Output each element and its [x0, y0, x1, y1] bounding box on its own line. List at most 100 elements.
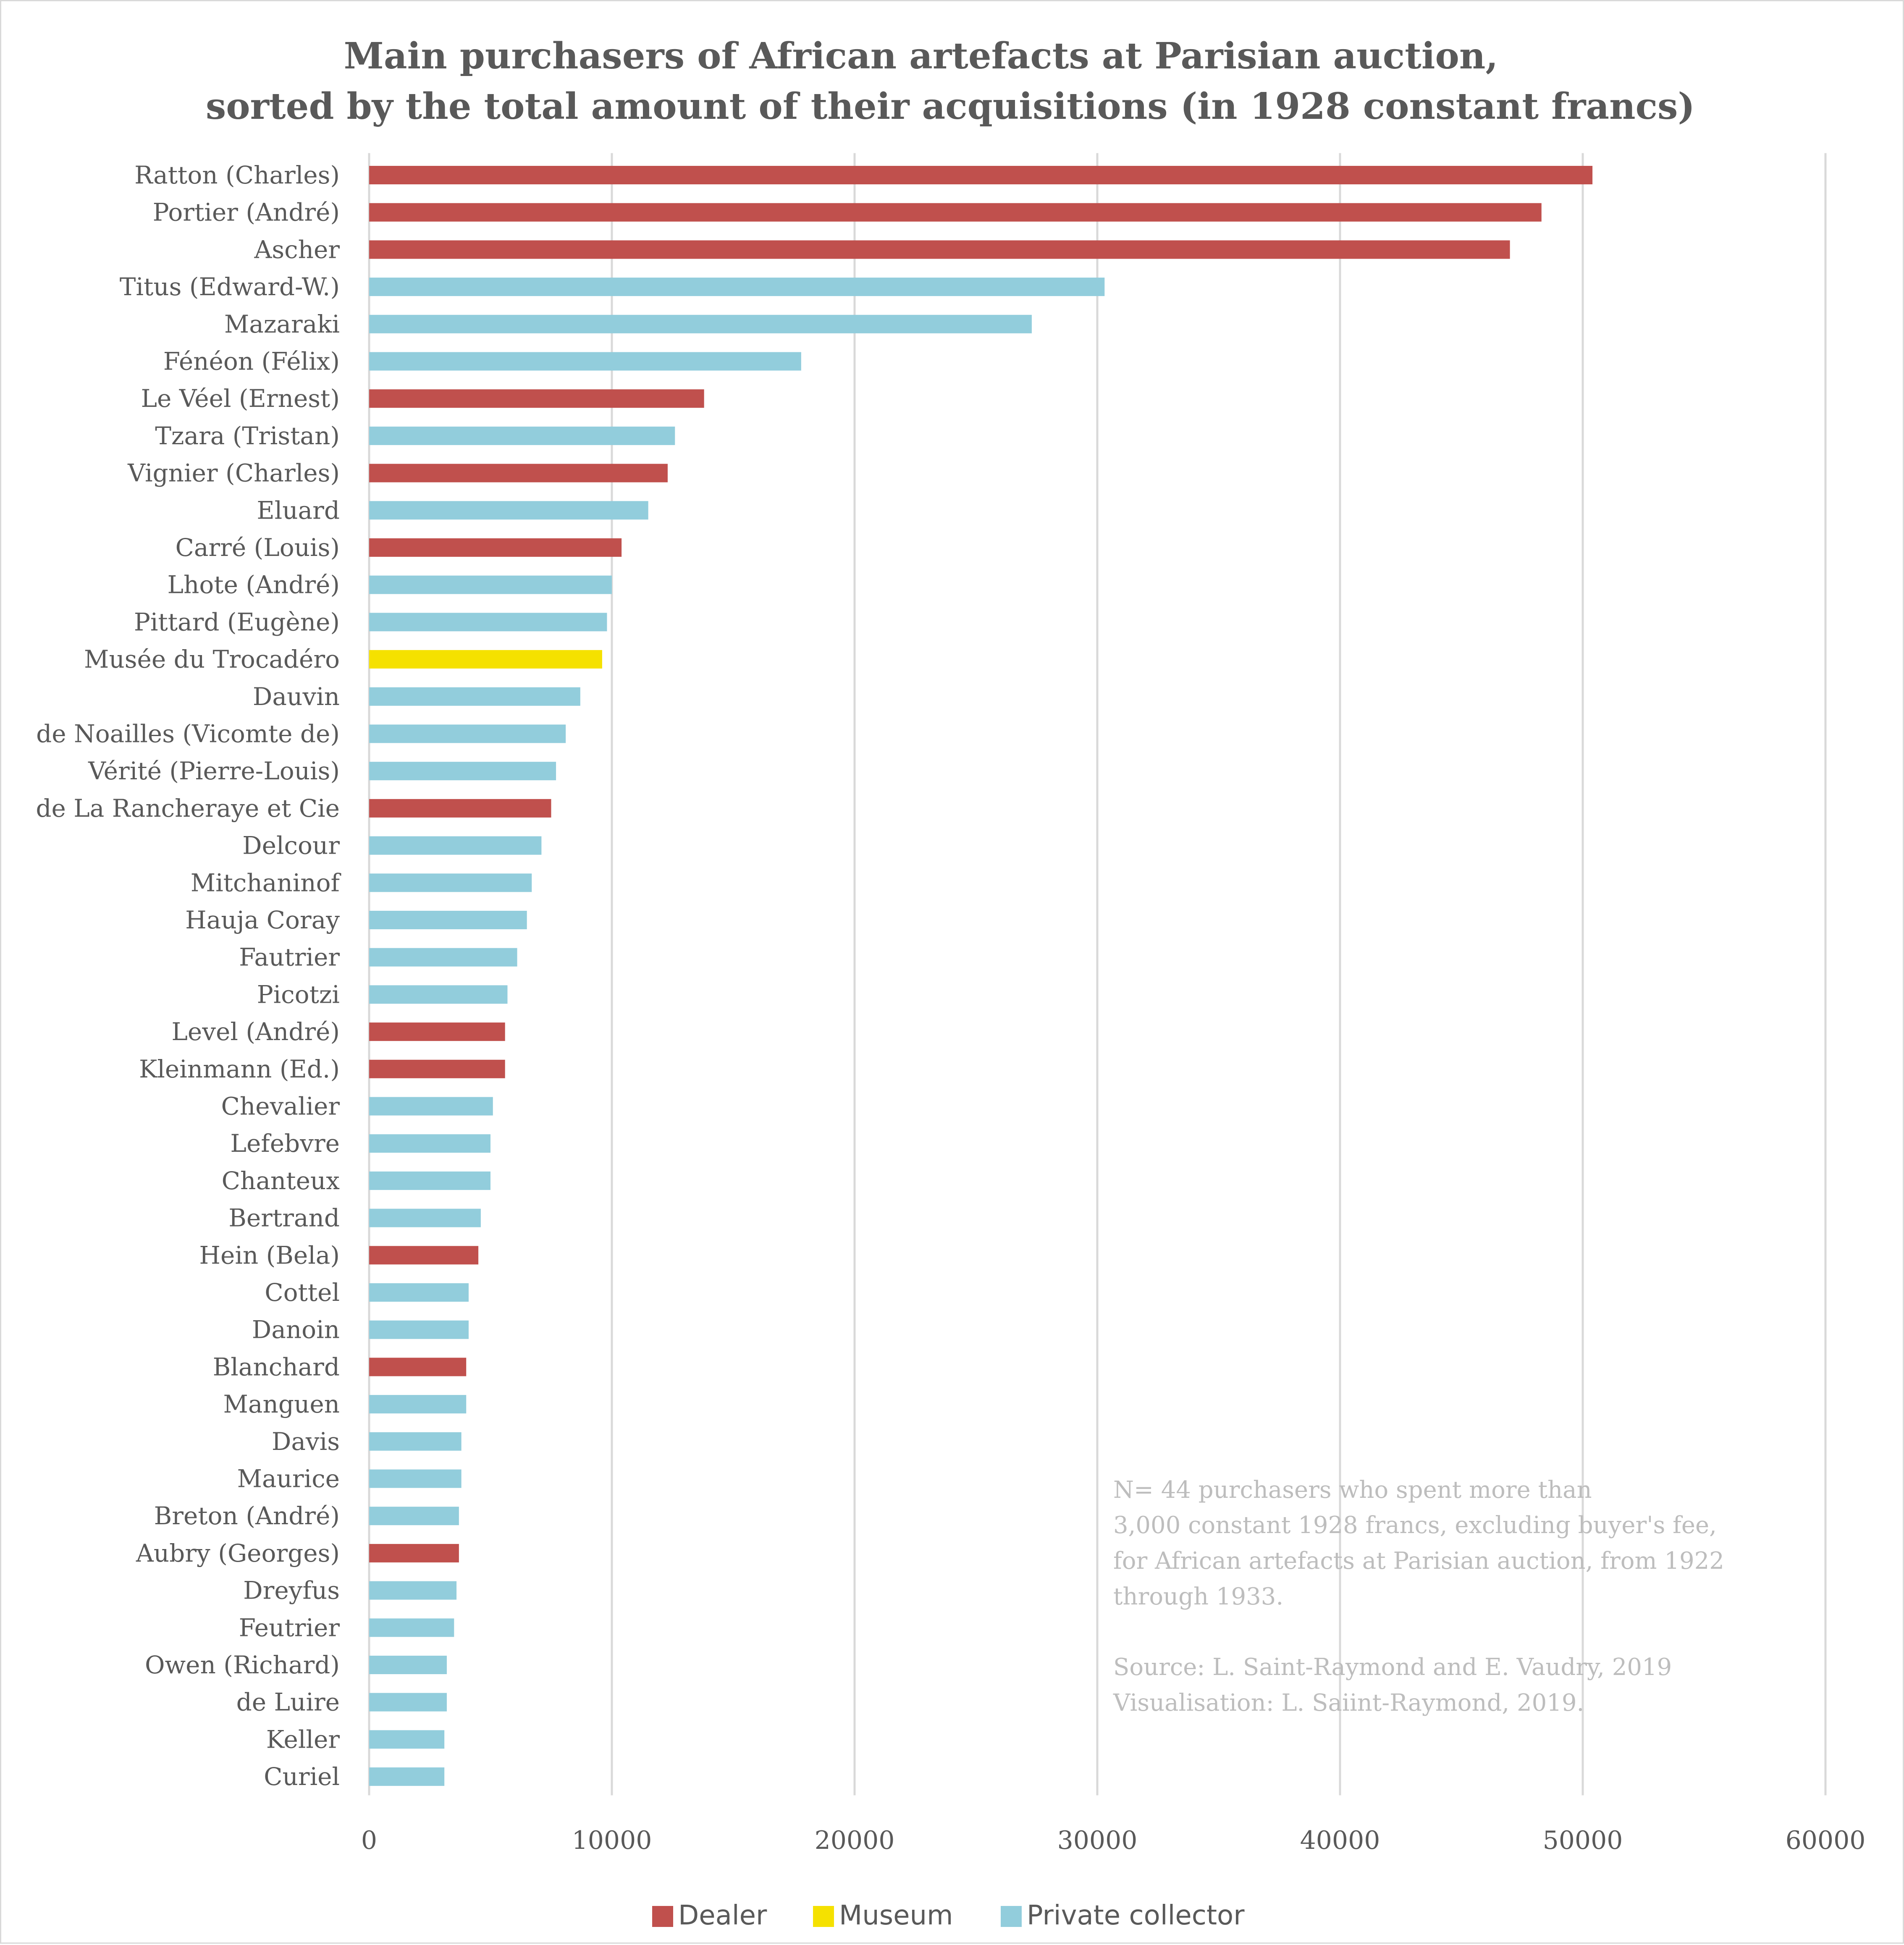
x-tick-label: 20000	[815, 1826, 895, 1855]
x-tick-label: 0	[361, 1826, 377, 1855]
category-label: Pittard (Eugène)	[134, 608, 340, 636]
category-label: Dreyfus	[243, 1576, 340, 1605]
bar	[369, 203, 1542, 222]
category-label: Kleinmann (Ed.)	[139, 1055, 340, 1083]
category-label: Le Véel (Ernest)	[141, 384, 340, 413]
bar	[369, 278, 1105, 296]
bar	[369, 948, 517, 967]
bar	[369, 1581, 457, 1600]
bar	[369, 1618, 454, 1637]
bar	[369, 1544, 459, 1562]
bar	[369, 799, 551, 818]
category-label: Ratton (Charles)	[134, 161, 340, 189]
bars	[369, 166, 1593, 1786]
category-label: Ascher	[254, 235, 340, 264]
bar	[369, 1134, 490, 1153]
category-label: Dauvin	[253, 682, 340, 711]
bar	[369, 687, 580, 706]
category-label: Titus (Edward-W.)	[120, 273, 340, 301]
category-label: Aubry (Georges)	[136, 1539, 340, 1568]
bar	[369, 836, 542, 855]
category-label: Carré (Louis)	[175, 533, 340, 562]
note-line-1: N= 44 purchasers who spent more than	[1113, 1476, 1592, 1504]
category-label: Owen (Richard)	[145, 1651, 340, 1679]
category-label: Breton (André)	[154, 1502, 340, 1530]
x-tick-label: 40000	[1300, 1826, 1380, 1855]
note-line-4: through 1933.	[1113, 1583, 1283, 1610]
bar	[369, 1097, 493, 1116]
legend: Dealer Museum Private collector	[652, 1900, 1245, 1931]
source-note: N= 44 purchasers who spent more than 3,0…	[1113, 1476, 1724, 1717]
category-label: Eluard	[257, 496, 340, 524]
category-label: Picotzi	[257, 980, 340, 1009]
category-label: Hauja Coray	[185, 906, 340, 934]
x-tick-label: 30000	[1057, 1826, 1138, 1855]
category-label: Davis	[272, 1427, 340, 1456]
category-label: Level (André)	[171, 1017, 340, 1046]
bar	[369, 501, 648, 520]
note-line-2: 3,000 constant 1928 francs, excluding bu…	[1113, 1512, 1717, 1539]
category-label: Keller	[266, 1725, 340, 1754]
bar	[369, 1432, 462, 1451]
bar	[369, 1208, 481, 1227]
bar	[369, 575, 612, 594]
category-label: Bertrand	[228, 1204, 340, 1232]
bar	[369, 464, 668, 482]
category-label: Chanteux	[222, 1166, 340, 1195]
bar	[369, 1469, 462, 1488]
bar	[369, 240, 1510, 259]
bar	[369, 538, 622, 557]
x-tick-label: 60000	[1786, 1826, 1866, 1855]
bar	[369, 1693, 447, 1712]
chart-title-line-1: Main purchasers of African artefacts at …	[344, 35, 1498, 77]
bar	[369, 724, 566, 743]
bar	[369, 1767, 445, 1786]
bar	[369, 650, 602, 669]
bar	[369, 1059, 505, 1078]
category-label: Curiel	[264, 1762, 340, 1791]
legend-swatch	[652, 1906, 673, 1927]
bar	[369, 1507, 459, 1526]
bar	[369, 1730, 445, 1749]
bar	[369, 911, 527, 929]
category-label: de Noailles (Vicomte de)	[36, 720, 340, 748]
category-label: Cottel	[265, 1278, 340, 1307]
category-label: de Luire	[236, 1688, 340, 1717]
chart-title-line-2: sorted by the total amount of their acqu…	[206, 85, 1695, 128]
category-label: Lefebvre	[230, 1129, 340, 1158]
category-label: Hein (Bela)	[199, 1241, 340, 1269]
x-tick-label: 50000	[1543, 1826, 1623, 1855]
bar	[369, 985, 508, 1004]
category-label: Mitchaninof	[191, 868, 341, 897]
bar	[369, 352, 801, 371]
category-label: Fautrier	[239, 943, 340, 972]
category-label: Lhote (André)	[167, 571, 340, 599]
bar	[369, 426, 675, 445]
bar	[369, 613, 607, 632]
category-label: Vérité (Pierre-Louis)	[88, 757, 340, 785]
bar	[369, 762, 556, 781]
legend-swatch	[813, 1906, 834, 1927]
note-line-source: Source: L. Saint-Raymond and E. Vaudry, …	[1113, 1654, 1672, 1681]
bar	[369, 166, 1593, 184]
x-tick-label: 10000	[572, 1826, 652, 1855]
bar	[369, 1395, 467, 1414]
bar	[369, 1022, 505, 1041]
category-label: Feutrier	[239, 1613, 340, 1642]
category-label: Vignier (Charles)	[127, 459, 340, 488]
note-line-3: for African artefacts at Parisian auctio…	[1113, 1547, 1724, 1575]
legend-swatch	[1001, 1906, 1022, 1927]
category-label: Danoin	[252, 1316, 340, 1344]
bar	[369, 1246, 479, 1265]
category-label: Maurice	[237, 1465, 340, 1493]
bar	[369, 1171, 490, 1190]
category-label: Manguen	[223, 1390, 340, 1418]
bar	[369, 873, 532, 892]
category-label: Fénéon (Félix)	[163, 347, 340, 376]
bar	[369, 1358, 467, 1376]
legend-label: Private collector	[1027, 1900, 1245, 1931]
legend-label: Dealer	[678, 1900, 767, 1931]
category-label: Chevalier	[221, 1092, 340, 1121]
note-line-visualisation: Visualisation: L. Saiint-Raymond, 2019.	[1113, 1689, 1584, 1717]
